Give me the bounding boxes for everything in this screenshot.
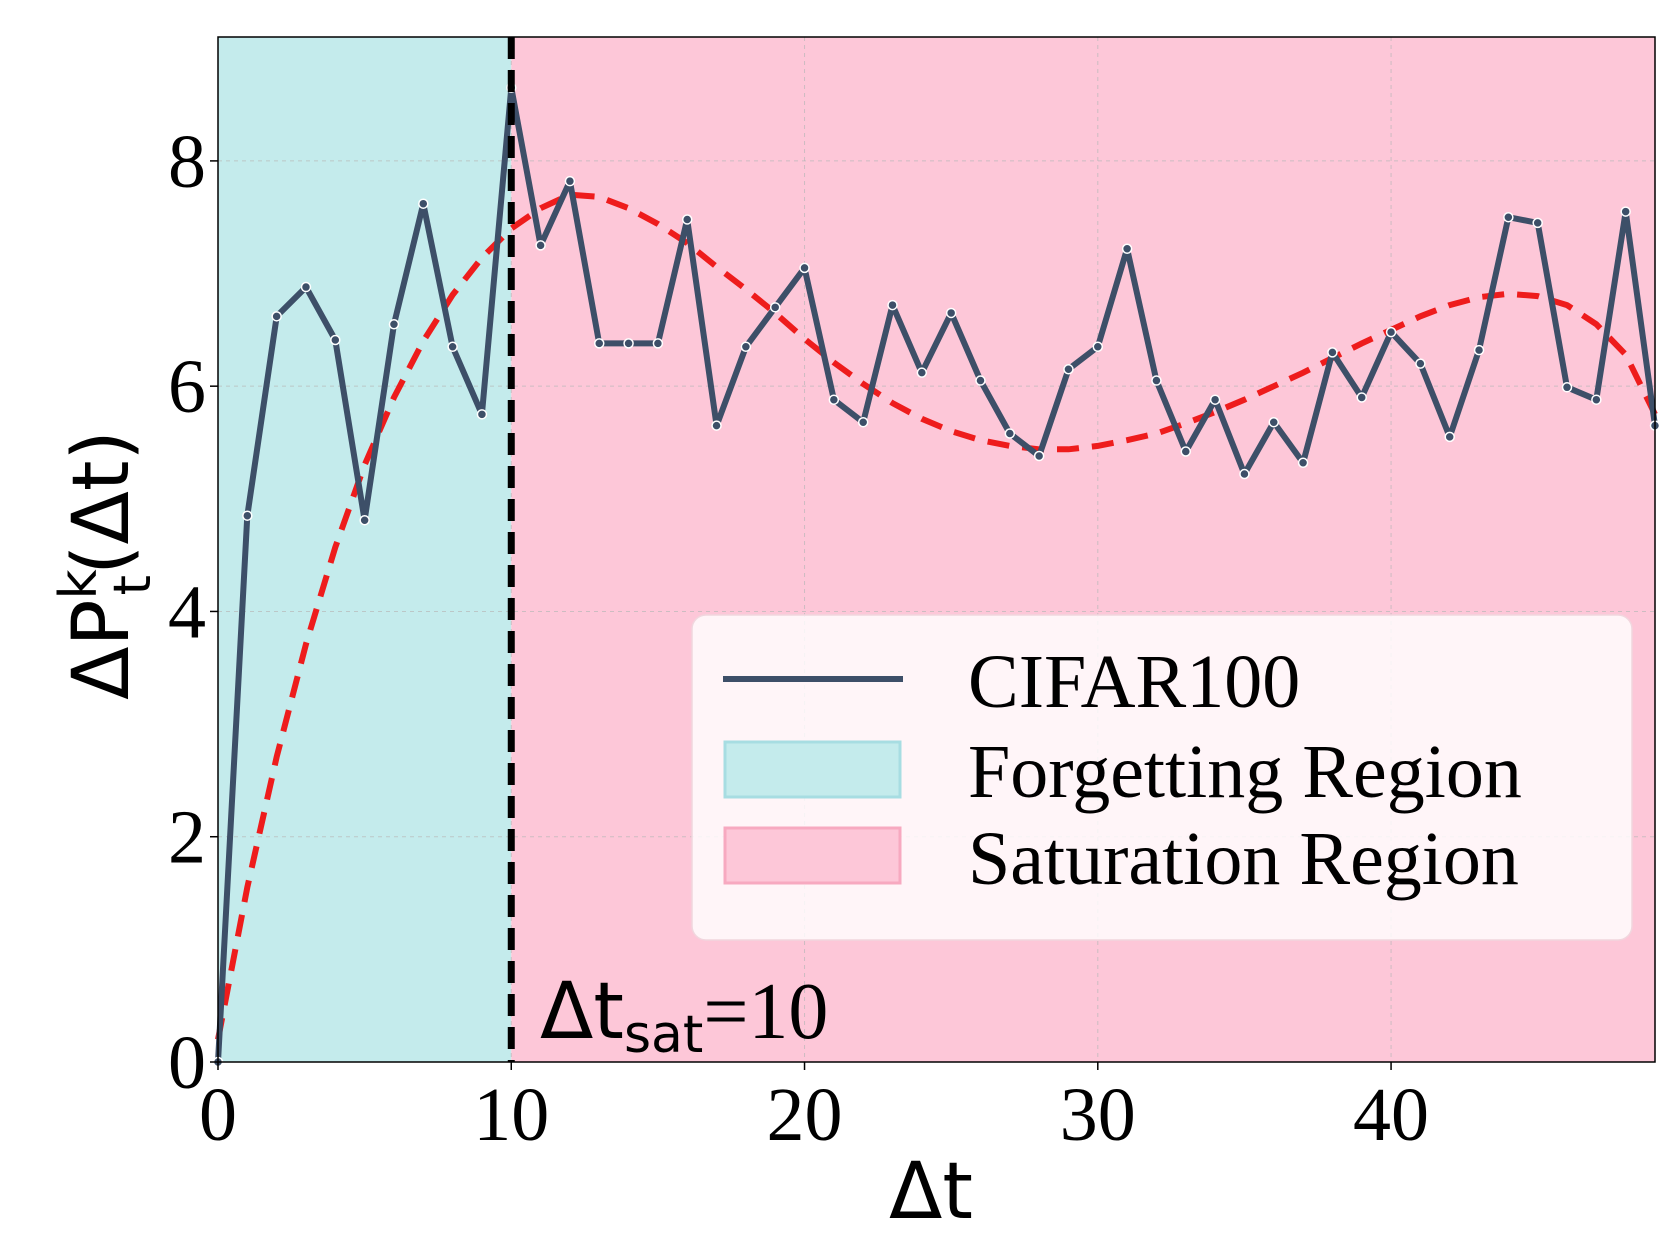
- x-tick-label: 40: [1353, 1073, 1429, 1157]
- data-point: [1033, 450, 1045, 462]
- y-axis-title-subscript: t: [103, 575, 163, 595]
- data-point: [1327, 347, 1338, 358]
- y-tick-label: 4: [168, 570, 206, 654]
- saturation-annotation: Δtsat=10: [540, 967, 828, 1065]
- legend-label-saturation: Saturation Region: [968, 817, 1519, 901]
- annotation-subscript: sat: [624, 1005, 703, 1065]
- data-point: [593, 338, 605, 349]
- data-point: [1444, 431, 1455, 443]
- x-tick-label: 10: [473, 1073, 549, 1157]
- data-point: [271, 311, 282, 322]
- x-tick-label: 0: [199, 1073, 237, 1157]
- data-point: [242, 510, 253, 521]
- x-axis-title: Δt: [889, 1147, 973, 1237]
- data-point: [330, 334, 341, 346]
- data-point: [1385, 326, 1397, 338]
- data-point: [476, 409, 488, 420]
- forgetting-region: [218, 37, 512, 1062]
- data-point: [945, 307, 957, 319]
- legend-swatch-forgetting: [723, 740, 902, 799]
- x-tick-label: 30: [1060, 1073, 1136, 1157]
- data-point: [564, 175, 576, 187]
- annotation-base: Δt: [540, 967, 624, 1057]
- trend-line: [215, 191, 1658, 1041]
- plot-frame: [217, 36, 1656, 1063]
- y-axis-title: ΔPkt(Δt): [49, 430, 163, 700]
- y-tick-label: 0: [168, 1021, 206, 1105]
- legend-box: [691, 614, 1633, 941]
- data-point: [623, 338, 634, 349]
- data-point: [1063, 364, 1074, 375]
- y-axis-title-suffix: (Δt): [57, 430, 147, 575]
- y-axis-title-base: ΔP: [57, 599, 147, 699]
- data-point: [681, 214, 693, 225]
- data-point: [740, 341, 752, 353]
- data-point: [652, 338, 664, 349]
- data-point: [1121, 243, 1133, 255]
- data-point: [1356, 392, 1367, 403]
- x-tick-label: 20: [767, 1073, 843, 1157]
- series-points: [212, 82, 1661, 1068]
- data-point: [1209, 394, 1221, 405]
- data-point: [300, 281, 312, 293]
- data-point: [1503, 211, 1514, 223]
- data-point: [1591, 394, 1602, 405]
- data-point: [1268, 416, 1280, 428]
- data-point: [1092, 341, 1104, 353]
- series-line-cifar100: [215, 84, 1658, 1063]
- data-point: [1561, 382, 1573, 393]
- legend-label-cifar100: CIFAR100: [968, 640, 1300, 724]
- data-point: [535, 240, 546, 251]
- annotation-suffix: =10: [703, 968, 828, 1056]
- data-point: [799, 262, 810, 274]
- y-tick-label: 6: [168, 345, 206, 429]
- data-point: [769, 302, 781, 313]
- data-point: [1004, 428, 1016, 439]
- legend-swatch-saturation: [723, 826, 902, 885]
- data-point: [447, 341, 458, 353]
- data-point: [1532, 217, 1543, 229]
- legend: CIFAR100 Forgetting Region Saturation Re…: [691, 614, 1633, 941]
- data-point: [975, 375, 986, 386]
- data-point: [359, 514, 370, 526]
- legend-label-forgetting: Forgetting Region: [968, 730, 1522, 814]
- data-point: [388, 318, 400, 330]
- data-point: [1180, 446, 1192, 457]
- data-point: [418, 198, 429, 209]
- data-point: [887, 299, 898, 311]
- data-point: [1239, 468, 1250, 480]
- data-point: [711, 420, 722, 431]
- data-point: [1473, 344, 1485, 356]
- data-point: [857, 416, 869, 428]
- data-point: [916, 367, 928, 378]
- y-tick-label: 2: [168, 796, 206, 880]
- y-axis-title-superscript: k: [49, 569, 109, 599]
- y-axis-ticks: 0 2 4 6 8: [168, 120, 218, 1105]
- data-point: [828, 394, 840, 405]
- y-tick-label: 8: [168, 120, 206, 204]
- data-point: [1415, 358, 1426, 369]
- data-point: [1620, 206, 1631, 217]
- data-point: [1297, 457, 1309, 469]
- data-point: [1151, 375, 1162, 386]
- x-axis-ticks: 0 10 20 30 40: [199, 1062, 1429, 1157]
